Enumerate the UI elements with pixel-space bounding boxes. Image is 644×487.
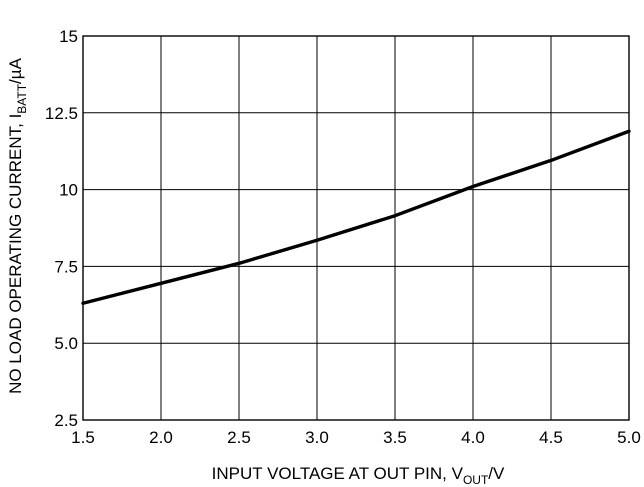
x-tick-label: 3.5 xyxy=(383,428,407,447)
y-tick-labels: 2.5 5.0 7.5 10 12.5 15 xyxy=(45,27,78,430)
y-tick-label: 2.5 xyxy=(54,411,78,430)
y-tick-label: 7.5 xyxy=(54,257,78,276)
x-tick-label: 3.0 xyxy=(305,428,329,447)
plot-frame xyxy=(82,35,630,421)
x-tick-label: 4.0 xyxy=(461,428,485,447)
x-axis-label: INPUT VOLTAGE AT OUT PIN, VOUT/V xyxy=(212,464,505,487)
x-axis-label-subscript: OUT xyxy=(463,473,489,487)
x-axis-label-unit: /V xyxy=(488,464,505,483)
y-tick-label: 10 xyxy=(59,181,78,200)
y-axis-label-unit: /µA xyxy=(6,57,25,84)
y-tick-label: 5.0 xyxy=(54,334,78,353)
x-tick-label: 4.5 xyxy=(539,428,563,447)
x-axis-label-main: INPUT VOLTAGE AT OUT PIN, V xyxy=(212,464,464,483)
x-tick-label: 2.0 xyxy=(149,428,173,447)
series-points xyxy=(83,131,629,303)
x-tick-label: 1.5 xyxy=(71,428,95,447)
y-tick-label: 12.5 xyxy=(45,104,78,123)
y-tick-label: 15 xyxy=(59,27,78,46)
y-axis-label: NO LOAD OPERATING CURRENT, IBATT/µA xyxy=(6,57,29,394)
x-tick-labels: 1.5 2.0 2.5 3.0 3.5 4.0 4.5 5.0 xyxy=(71,428,641,447)
y-axis-label-subscript: BATT xyxy=(15,83,29,113)
series-line xyxy=(81,129,631,305)
x-tick-label: 5.0 xyxy=(617,428,641,447)
y-axis-label-main: NO LOAD OPERATING CURRENT, I xyxy=(6,114,25,394)
x-tick-label: 2.5 xyxy=(227,428,251,447)
